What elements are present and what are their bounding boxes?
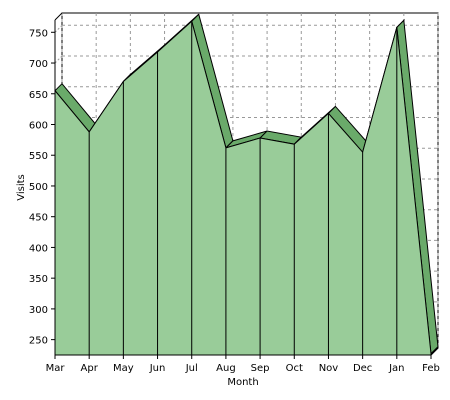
y-gridline-depth: [54, 55, 63, 64]
y-tick-label: 550: [29, 151, 48, 162]
y-tick-label: 750: [29, 28, 48, 39]
x-tick-label: May: [113, 363, 134, 374]
label-layer: 250 300 350 400 450 500 550 600 650 700 750 Mar Apr M…: [29, 28, 440, 374]
y-tick-label: 600: [29, 120, 48, 131]
x-tick-label: Sep: [251, 363, 270, 374]
axis-layer: [51, 12, 439, 359]
x-tick-label: Jan: [388, 363, 404, 374]
y-tick-label: 400: [29, 243, 48, 254]
x-tick-label: Feb: [422, 363, 440, 374]
x-tick-label: Oct: [286, 363, 303, 374]
y-tick-label: 300: [29, 305, 48, 316]
area-layer: [54, 13, 439, 357]
x-tick-label: Jul: [185, 363, 198, 374]
y-tick-label: 650: [29, 90, 48, 101]
y-axis-depth-line: [54, 12, 63, 21]
x-axis-title: Month: [227, 377, 258, 388]
x-tick-label: Mar: [46, 363, 66, 374]
y-tick-label: 350: [29, 274, 48, 285]
y-gridline-depth: [54, 24, 63, 33]
y-axis-title: Visits: [16, 174, 27, 201]
y-tick-label: 700: [29, 59, 48, 70]
x-tick-label: Apr: [81, 363, 99, 374]
x-tick-label: Nov: [319, 363, 339, 374]
x-tick-label: Jun: [149, 363, 166, 374]
x-tick-label: Dec: [353, 363, 372, 374]
y-tick-label: 450: [29, 213, 48, 224]
x-tick-label: Aug: [216, 363, 236, 374]
area-series: [54, 20, 432, 356]
y-tick-label: 250: [29, 336, 48, 347]
y-tick-label: 500: [29, 182, 48, 193]
x-axis-depth-line: [430, 347, 439, 356]
